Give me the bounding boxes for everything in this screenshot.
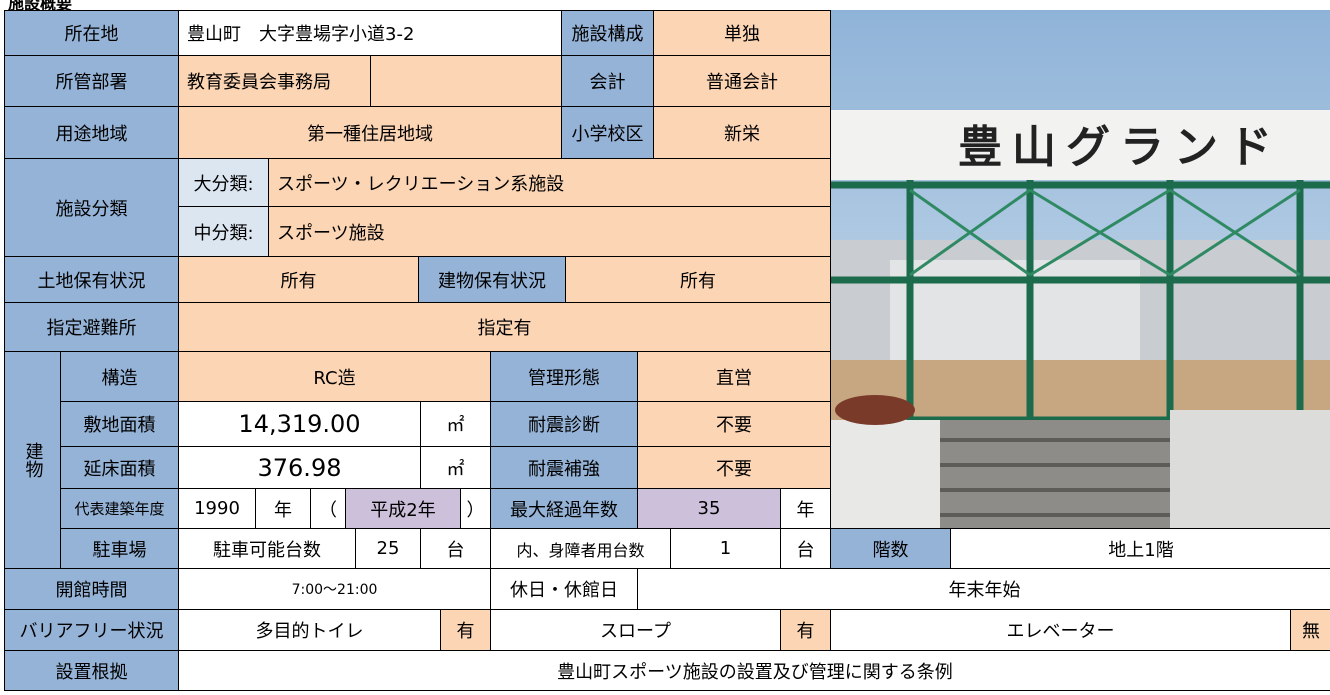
table-cell: 地上1階	[950, 528, 1330, 569]
table-cell: （	[310, 488, 346, 529]
table-cell: エレベーター	[830, 609, 1291, 651]
table-cell: 耐震補強	[490, 446, 638, 489]
table-cell: 代表建築年度	[60, 488, 179, 529]
table-cell: 建物	[4, 351, 61, 569]
table-cell: 延床面積	[60, 446, 179, 489]
sign-text: 豊山グランド	[958, 122, 1282, 173]
table-cell: 直営	[637, 351, 831, 402]
table-cell: スポーツ・レクリエーション系施設	[268, 158, 831, 207]
table-cell: 駐車可能台数	[178, 528, 356, 569]
table-cell: 有	[440, 609, 491, 651]
table-cell: 不要	[637, 401, 831, 447]
table-cell: 多目的トイレ	[178, 609, 441, 651]
table-cell: ㎡	[420, 401, 491, 447]
table-cell: 台	[420, 528, 491, 569]
table-cell: 単独	[653, 10, 831, 56]
table-cell: 指定避難所	[4, 302, 179, 352]
table-cell: RC造	[178, 351, 491, 402]
table-cell: 大分類:	[178, 158, 269, 207]
table-cell: 会計	[561, 55, 654, 107]
table-cell: ）	[460, 488, 491, 529]
table-cell: 35	[637, 488, 781, 529]
table-cell: 所在地	[4, 10, 179, 56]
table-cell: 指定有	[178, 302, 831, 352]
table-cell: 小学校区	[561, 106, 654, 159]
table-cell: 設置根拠	[4, 650, 179, 691]
table-cell: 用途地域	[4, 106, 179, 159]
table-cell: 無	[1290, 609, 1330, 651]
empty-cell	[370, 55, 562, 107]
table-cell: 年	[780, 488, 831, 529]
table-cell: 7:00～21:00	[178, 568, 491, 610]
table-cell: 1	[670, 528, 781, 569]
table-cell: 平成2年	[345, 488, 461, 529]
table-cell: 土地保有状況	[4, 256, 179, 303]
table-cell: バリアフリー状況	[4, 609, 179, 651]
table-cell: スポーツ施設	[268, 206, 831, 257]
table-cell: 敷地面積	[60, 401, 179, 447]
table-cell: 構造	[60, 351, 179, 402]
table-cell: 新栄	[653, 106, 831, 159]
table-cell: 有	[780, 609, 831, 651]
table-cell: 建物保有状況	[418, 256, 566, 303]
table-cell: 階数	[830, 528, 951, 569]
table-cell: 所有	[178, 256, 419, 303]
table-cell: 駐車場	[60, 528, 179, 569]
table-cell: 内、身障者用台数	[490, 528, 671, 569]
table-cell: 14,319.00	[178, 401, 421, 447]
section-title: 施設概要	[8, 0, 73, 13]
table-cell: 年	[255, 488, 311, 529]
table-cell: 所有	[565, 256, 831, 303]
table-cell: 耐震診断	[490, 401, 638, 447]
table-cell: 不要	[637, 446, 831, 489]
table-cell: 普通会計	[653, 55, 831, 107]
table-cell: 豊山町スポーツ施設の設置及び管理に関する条例	[178, 650, 1330, 691]
table-cell: 休日・休館日	[490, 568, 638, 610]
table-cell: 年末年始	[637, 568, 1330, 610]
table-cell: 教育委員会事務局	[178, 55, 371, 107]
table-cell: 376.98	[178, 446, 421, 489]
table-cell: 豊山町 大字豊場字小道3-2	[178, 10, 562, 56]
table-cell: 中分類:	[178, 206, 269, 257]
table-cell: 最大経過年数	[490, 488, 638, 529]
table-cell: 開館時間	[4, 568, 179, 610]
table-cell: 25	[355, 528, 421, 569]
table-cell: スロープ	[490, 609, 781, 651]
facility-photo: 豊山グランド	[830, 10, 1330, 528]
table-cell: 施設分類	[4, 158, 179, 257]
table-cell: 所管部署	[4, 55, 179, 107]
table-cell: 第一種住居地域	[178, 106, 562, 159]
table-cell: 管理形態	[490, 351, 638, 402]
table-cell: 施設構成	[561, 10, 654, 56]
table-cell: 台	[780, 528, 831, 569]
table-cell: 1990	[178, 488, 256, 529]
table-cell: ㎡	[420, 446, 491, 489]
